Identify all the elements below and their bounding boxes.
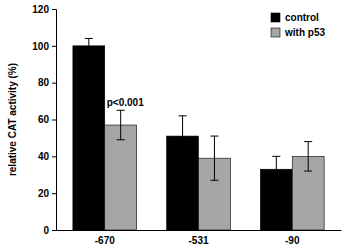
legend-swatch	[271, 13, 280, 22]
y-tick: 20	[38, 188, 56, 199]
x-tick: -531	[188, 230, 208, 246]
y-tick-mark	[52, 46, 56, 47]
y-tick-mark	[52, 156, 56, 157]
x-tick-label: -531	[188, 235, 208, 246]
legend-label: control	[285, 12, 319, 23]
y-tick-label: 20	[38, 188, 50, 199]
y-tick-mark	[52, 230, 56, 231]
error-bar	[179, 116, 187, 157]
chart: 0 20 40 60 80 100 120 -670 -531 -90 p<0.001 control…	[0, 0, 363, 252]
error-bar	[117, 110, 125, 139]
y-tick-mark	[52, 120, 56, 121]
error-bar	[304, 142, 312, 171]
y-tick-label: 80	[38, 77, 50, 88]
y-tick: 100	[32, 41, 56, 52]
y-tick: 60	[38, 114, 56, 125]
y-tick: 0	[43, 225, 56, 236]
y-axis: 0 20 40 60 80 100 120	[32, 4, 56, 236]
legend-label: with p53	[284, 27, 325, 38]
legend-item: with p53	[271, 27, 325, 38]
legend-swatch	[271, 28, 280, 37]
y-axis-line	[52, 10, 57, 231]
bar	[105, 125, 137, 230]
x-tick-label: -670	[95, 235, 115, 246]
bars	[73, 38, 324, 230]
annotation: p<0.001	[107, 97, 144, 108]
y-tick-mark	[52, 9, 56, 10]
x-tick: -90	[285, 230, 300, 246]
plot: 0 20 40 60 80 100 120 -670 -531 -90 p<0.001 control…	[32, 4, 341, 246]
x-tick-label: -90	[285, 235, 300, 246]
x-axis-line	[57, 230, 342, 231]
y-tick: 120	[32, 4, 56, 15]
legend-item: control	[271, 12, 319, 23]
x-tick: -670	[95, 230, 115, 246]
x-axis: -670 -531 -90	[57, 230, 342, 246]
y-tick-label: 60	[38, 114, 50, 125]
y-tick: 40	[38, 151, 56, 162]
y-tick-label: 40	[38, 151, 50, 162]
error-bar	[85, 38, 93, 53]
y-tick-mark	[52, 193, 56, 194]
y-tick: 80	[38, 77, 56, 88]
y-tick-label: 100	[32, 41, 49, 52]
error-bar	[210, 136, 218, 180]
y-tick-label: 120	[32, 4, 49, 15]
y-tick-mark	[52, 83, 56, 84]
error-bar	[272, 156, 280, 182]
y-tick-label: 0	[43, 225, 49, 236]
bar	[73, 46, 105, 230]
y-axis-title: relative CAT activity (%)	[7, 63, 18, 176]
legend: control with p53	[271, 12, 325, 38]
